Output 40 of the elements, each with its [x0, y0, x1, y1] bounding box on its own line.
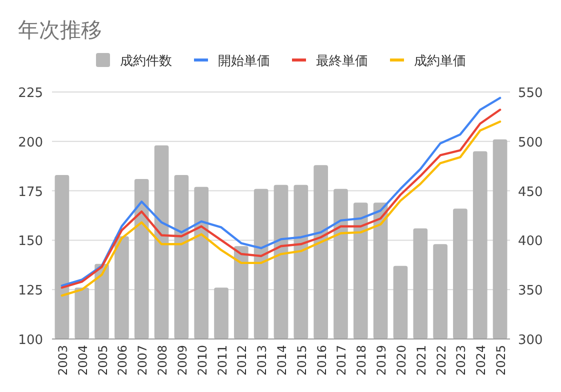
x-tick-label: 2011: [215, 345, 230, 376]
x-tick-label: 2018: [354, 345, 369, 376]
x-tick-label: 2005: [96, 345, 110, 376]
x-tick-label: 2004: [76, 345, 90, 376]
x-tick-label: 2024: [474, 345, 488, 376]
y2-tick-label: 450: [518, 184, 543, 200]
y-tick-label: 125: [18, 284, 43, 299]
x-tick-label: 2016: [314, 345, 329, 376]
x-tick-label: 2003: [56, 345, 70, 376]
x-tick-label: 2007: [136, 345, 150, 376]
x-tick-label: 2025: [494, 345, 508, 376]
y-tick-label: 175: [18, 184, 43, 200]
x-tick-label: 2022: [434, 345, 448, 376]
y-tick-label: 225: [18, 86, 43, 101]
chart-title: 年次推移: [18, 18, 102, 42]
y2-tick-label: 300: [518, 333, 543, 348]
x-tick-label: 2021: [414, 345, 428, 376]
legend-label: 成約単価: [414, 54, 466, 69]
y2-tick-label: 550: [518, 86, 543, 101]
y-tick-label: 200: [18, 135, 43, 150]
x-tick-label: 2010: [195, 345, 210, 376]
legend-label: 開始単価: [218, 54, 270, 69]
x-tick-label: 2017: [334, 345, 349, 376]
y2-tick-label: 400: [518, 234, 543, 250]
y2-tick-label: 500: [518, 135, 543, 150]
x-tick-label: 2014: [275, 345, 289, 376]
y2-tick-label: 350: [518, 284, 543, 299]
legend-label: 成約件数: [120, 54, 172, 69]
x-tick-label: 2012: [235, 345, 250, 376]
x-tick-label: 2009: [175, 345, 190, 376]
x-tick-label: 2015: [294, 345, 309, 376]
x-tick-label: 2019: [374, 345, 389, 376]
x-tick-label: 2023: [454, 345, 468, 376]
y-tick-label: 150: [18, 234, 43, 250]
x-tick-label: 2013: [255, 345, 270, 376]
x-tick-label: 2020: [394, 345, 408, 376]
x-tick-label: 2008: [156, 345, 170, 376]
legend-label: 最終単価: [316, 54, 368, 69]
y-tick-label: 100: [18, 333, 43, 348]
x-tick-label: 2006: [116, 345, 130, 376]
